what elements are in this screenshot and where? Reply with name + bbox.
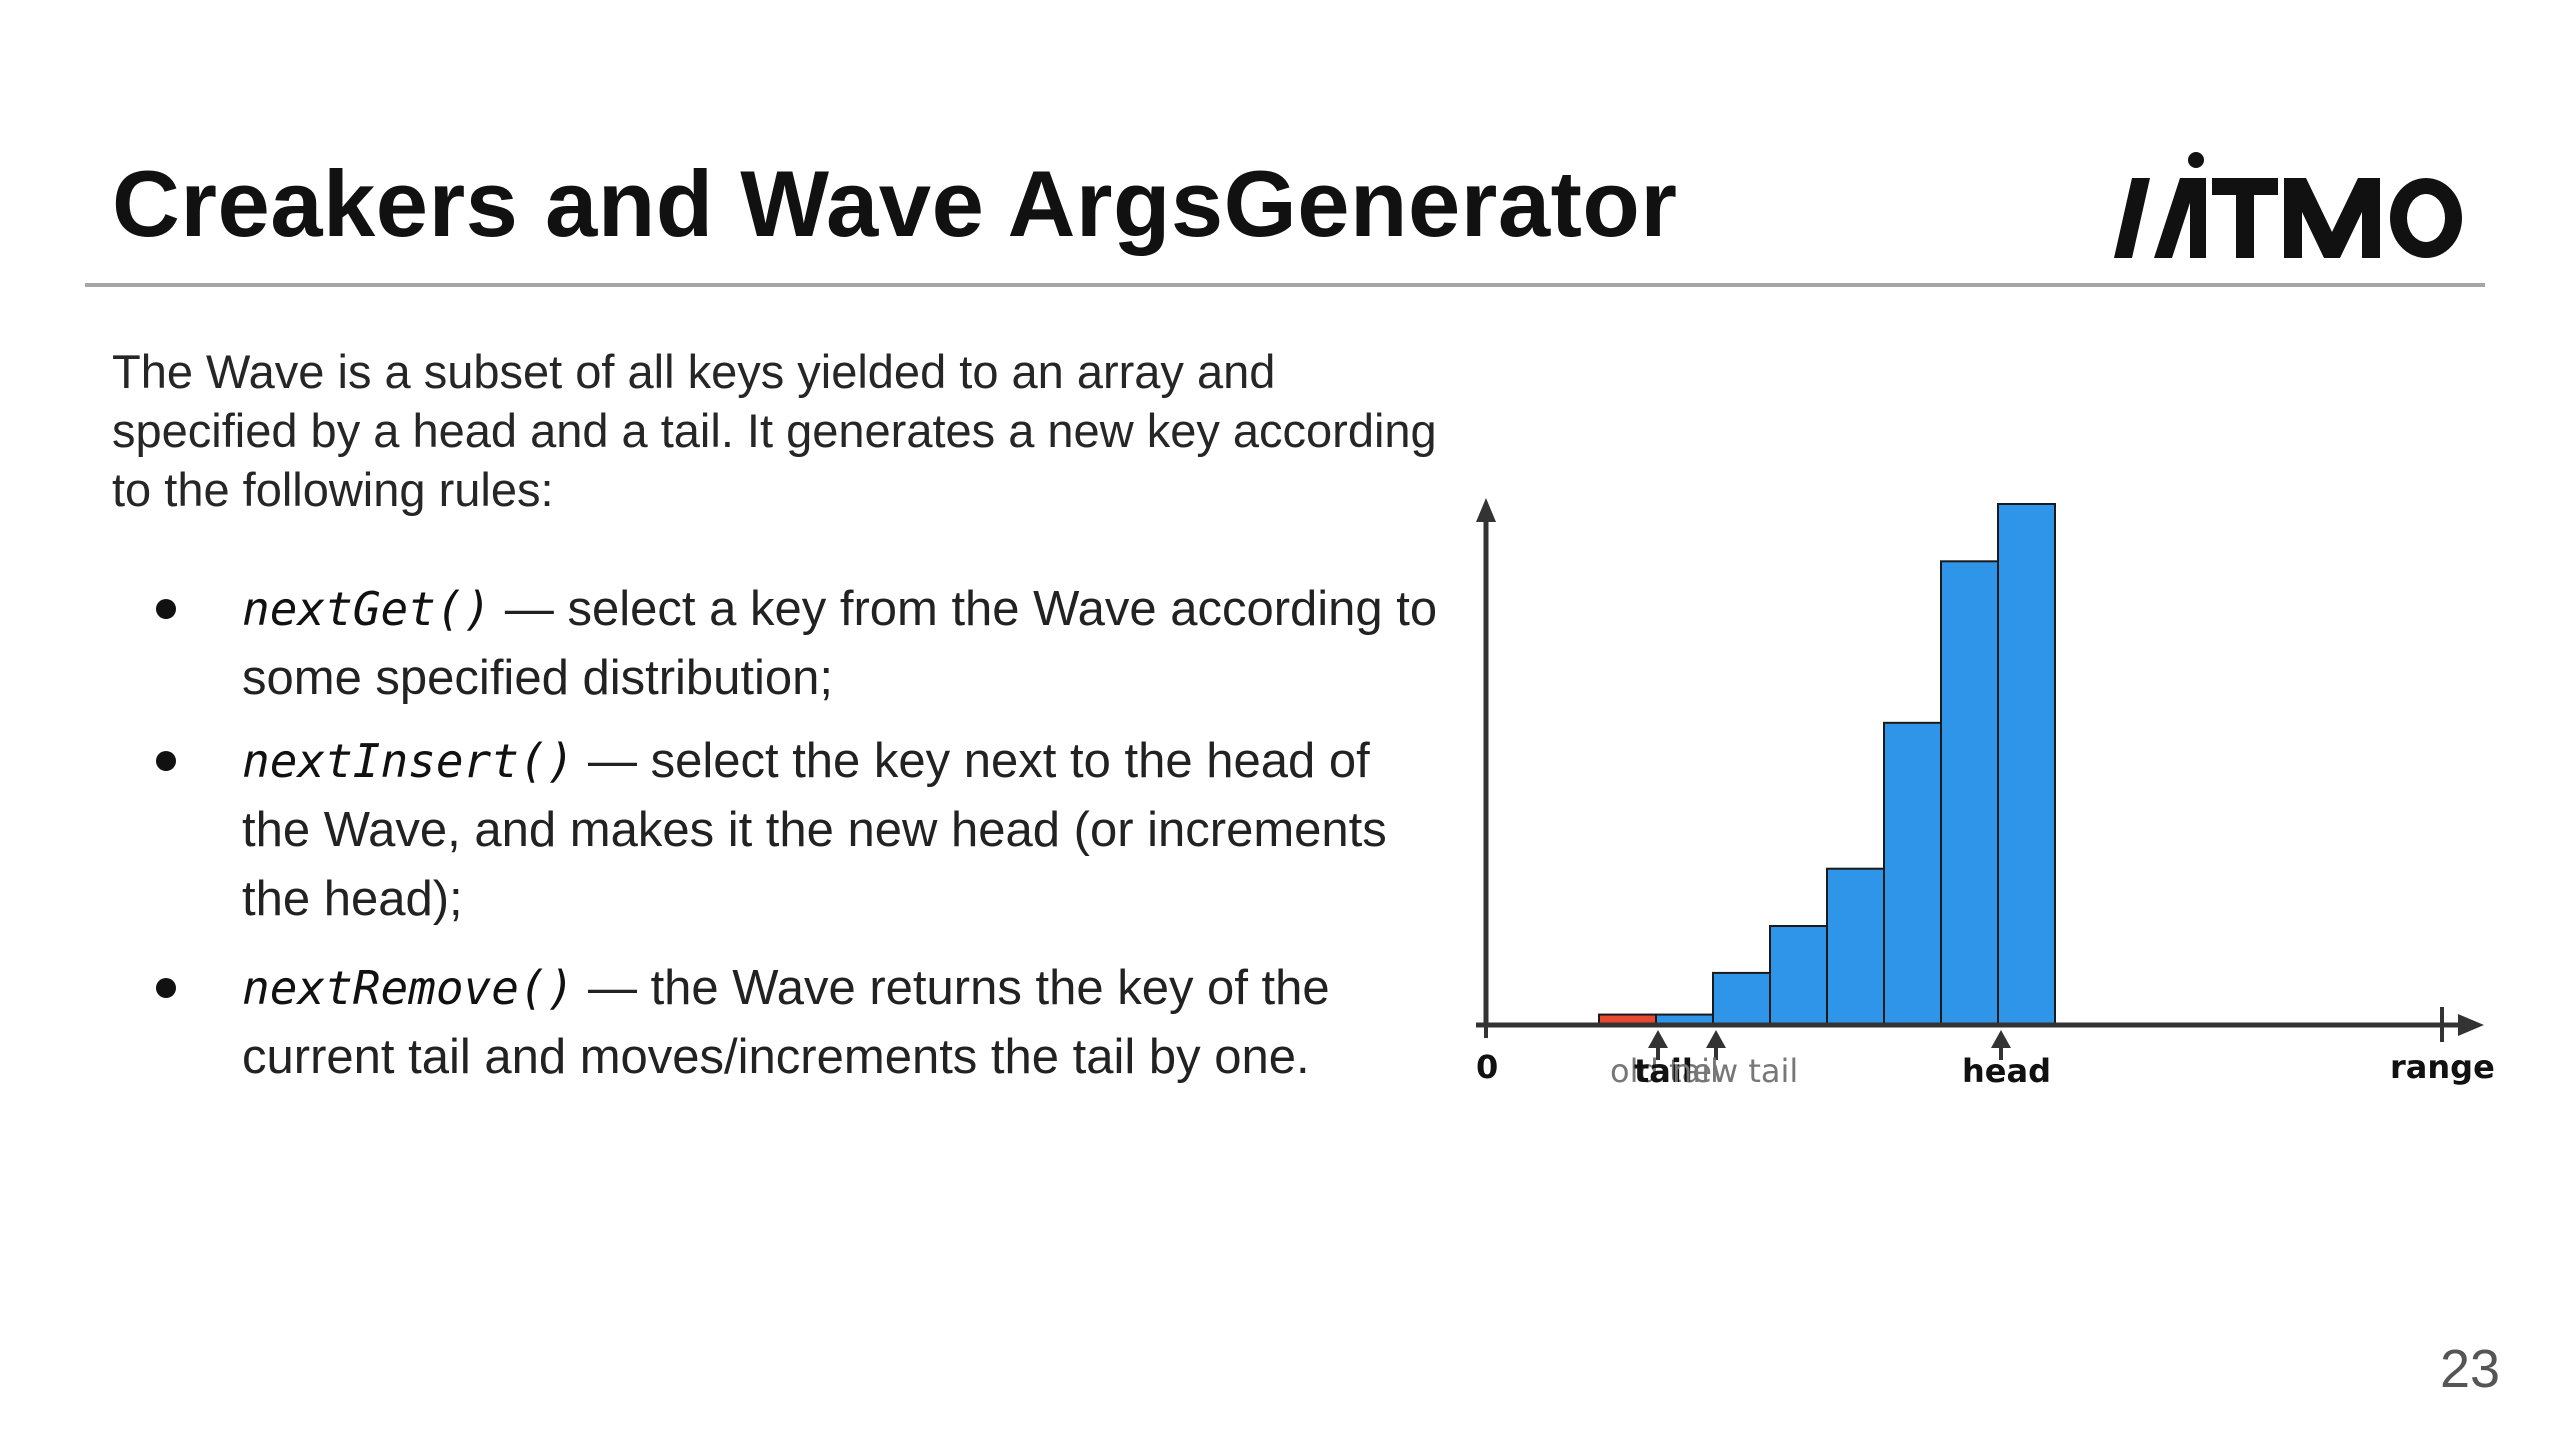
range-label: range: [2390, 1048, 2495, 1086]
slide-title: Creakers and Wave ArgsGenerator: [112, 151, 1678, 256]
bullet-icon: [156, 978, 176, 998]
new-tail-arrow-icon: [1706, 1030, 1726, 1060]
origin-label: 0: [1476, 1048, 1498, 1086]
list-item: nextInsert() — select the key next to th…: [112, 727, 1442, 934]
list-item: nextRemove() — the Wave returns the key …: [112, 954, 1442, 1092]
method-description: — select a key from the Wave according t…: [242, 582, 1438, 705]
method-name: nextGet(): [242, 582, 492, 636]
wave-bar: [1997, 503, 2056, 1026]
bullet-icon: [156, 599, 176, 619]
method-description: — the Wave returns the key of the curren…: [242, 961, 1330, 1084]
old-tail-label: old tail: [1610, 1052, 1719, 1090]
tail-label: tail: [1634, 1052, 1693, 1090]
wave-bar: [1883, 721, 1942, 1026]
wave-bar: [1826, 867, 1885, 1027]
x-axis-arrow-icon: [2458, 1014, 2484, 1036]
wave-bar: [1712, 971, 1771, 1026]
y-axis-arrow-icon: [1476, 498, 1496, 522]
method-name: nextInsert(): [242, 734, 575, 788]
new-tail-label: new tail: [1672, 1052, 1798, 1090]
bullet-icon: [156, 751, 176, 771]
list-item: nextGet() — select a key from the Wave a…: [112, 575, 1442, 713]
tail-arrow-icon: [1648, 1030, 1668, 1060]
title-divider: [85, 283, 2485, 287]
intro-paragraph: The Wave is a subset of all keys yielded…: [112, 345, 1437, 516]
page-number: 23: [2440, 1339, 2501, 1399]
head-label: head: [1962, 1052, 2051, 1090]
rules-list: nextGet() — select a key from the Wave a…: [112, 575, 1442, 1106]
wave-bar: [1940, 560, 1999, 1026]
method-name: nextRemove(): [242, 961, 575, 1015]
head-arrow-icon: [1991, 1030, 2011, 1060]
wave-bars: [1598, 503, 2056, 1027]
wave-diagram: 0 old tail tail new tail head range: [1476, 498, 2495, 1090]
method-description: — select the key next to the head of the…: [242, 734, 1387, 926]
wave-bar: [1769, 925, 1828, 1027]
itmo-logo: [2114, 152, 2462, 258]
